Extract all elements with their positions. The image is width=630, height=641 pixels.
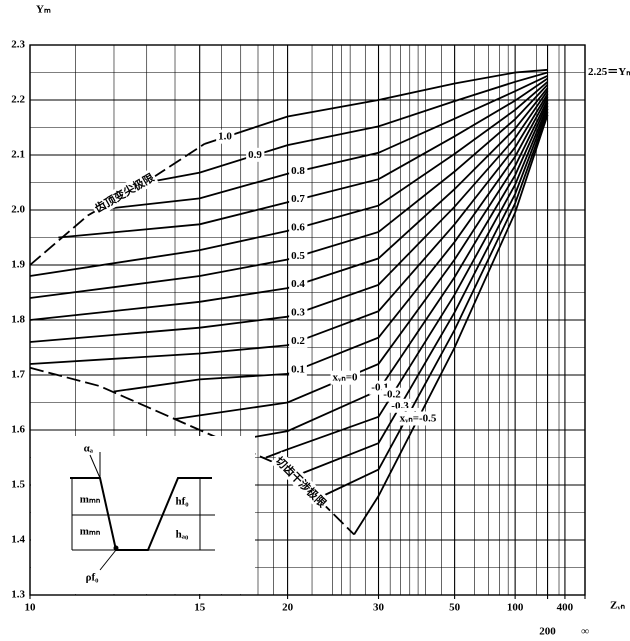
series-line	[113, 96, 549, 393]
series-label-group: xᵥₙ=0	[330, 370, 360, 385]
series-line	[174, 99, 549, 420]
series-line	[265, 105, 549, 459]
series-line	[29, 90, 549, 343]
x-tick-label: 200	[539, 626, 556, 638]
series-label-group: 0.5	[289, 248, 308, 263]
series-label: 0.1	[291, 363, 305, 375]
y-tick-label: 2.0	[11, 204, 25, 216]
y-tick-label: 2.2	[11, 94, 25, 106]
inset-label: αₐ	[84, 443, 94, 455]
x-tick-label: 10	[25, 602, 37, 614]
y-tick-label: 2.3	[11, 39, 25, 51]
fillet-mark	[113, 545, 119, 551]
label-background	[289, 248, 308, 263]
series-label-group: -0.2	[381, 387, 404, 402]
label-background	[216, 129, 235, 144]
series-label: 0.9	[248, 149, 262, 161]
series-label-group: 1.0	[216, 129, 235, 144]
x-tick-label: ∞	[581, 626, 589, 638]
series-label: 0.8	[291, 165, 305, 177]
label-background	[289, 163, 308, 178]
boundary-line	[29, 143, 205, 266]
label-background	[246, 147, 265, 162]
series-line	[146, 71, 548, 184]
label-background	[289, 333, 308, 348]
label-background	[289, 220, 308, 235]
series-label-group: 0.3	[289, 305, 308, 320]
series-label-group: 0.2	[289, 333, 308, 348]
series-label: xᵥₙ=0	[333, 372, 358, 384]
series-label: 0.5	[291, 250, 305, 262]
series-line	[322, 111, 549, 497]
annotation: 2.25＝Yₘ	[588, 66, 630, 78]
y-tick-label: 1.9	[11, 259, 25, 271]
series-label-group: 0.7	[289, 192, 308, 207]
series-line	[353, 114, 549, 535]
x-tick-label: 30	[373, 602, 385, 614]
series-label: 0.7	[291, 193, 305, 205]
label-background	[270, 451, 332, 513]
series-label-group: 0.1	[289, 362, 307, 377]
series-label: xᵥₙ=-0.5	[400, 412, 437, 424]
series-label-group: 0.6	[289, 220, 308, 235]
label-background	[289, 305, 308, 320]
inset-drawing	[70, 452, 215, 571]
inset-label: hₐ₀	[176, 529, 189, 541]
y-tick-label: 1.5	[11, 479, 25, 491]
x-tick-label: 15	[194, 602, 206, 614]
label-background	[89, 168, 159, 218]
series-label-group: 0.8	[289, 163, 308, 178]
series-line	[95, 74, 548, 211]
series-line	[29, 83, 549, 299]
x-axis-label: Zᵥₙ	[610, 600, 626, 612]
angle-line	[89, 454, 101, 479]
series-line	[231, 102, 549, 442]
inset: αₐ mₘₙ mₘₙ hf₀ hₐ₀ ρf₀	[31, 436, 255, 594]
inset-label: mₘₙ	[80, 526, 101, 538]
series-label-group: xᵥₙ=-0.5	[397, 411, 439, 426]
label-background	[330, 370, 360, 385]
label-background	[289, 192, 308, 207]
y-tick-label: 1.4	[11, 534, 25, 546]
series-label: 0.3	[291, 307, 305, 319]
label-background	[397, 411, 439, 426]
leader-line	[99, 549, 117, 571]
series-line	[29, 87, 549, 321]
y-tick-label: 1.8	[11, 314, 25, 326]
series-label-group: 0.9	[246, 147, 265, 162]
series-line	[300, 108, 549, 475]
series-label: 0.6	[291, 222, 305, 234]
y-tick-label: 2.1	[11, 149, 25, 161]
label-background	[381, 387, 404, 402]
series-line	[58, 77, 549, 239]
series-label-group: 0.4	[289, 277, 308, 292]
series-label: 0.2	[291, 335, 305, 347]
series-label: 1.0	[218, 131, 232, 143]
series-line	[204, 68, 548, 145]
x-tick-label: 50	[449, 602, 461, 614]
series-label: -0.2	[383, 389, 401, 401]
y-tick-label: 1.7	[11, 369, 25, 381]
series-label: 0.4	[291, 278, 305, 290]
y-tick-label: 1.6	[11, 424, 25, 436]
y-tick-label: 1.3	[11, 589, 25, 601]
inset-label: hf₀	[175, 496, 189, 508]
inset-label: mₘₙ	[80, 494, 101, 506]
inset-label: ρf₀	[86, 572, 100, 584]
label-background	[289, 362, 307, 377]
x-tick-label: 400	[557, 602, 574, 614]
series-line	[29, 81, 549, 277]
y-axis-label: Yₘ	[36, 4, 51, 16]
series-line	[29, 93, 549, 365]
label-background	[289, 277, 308, 292]
x-tick-label: 20	[282, 602, 294, 614]
x-tick-label: 100	[507, 602, 524, 614]
